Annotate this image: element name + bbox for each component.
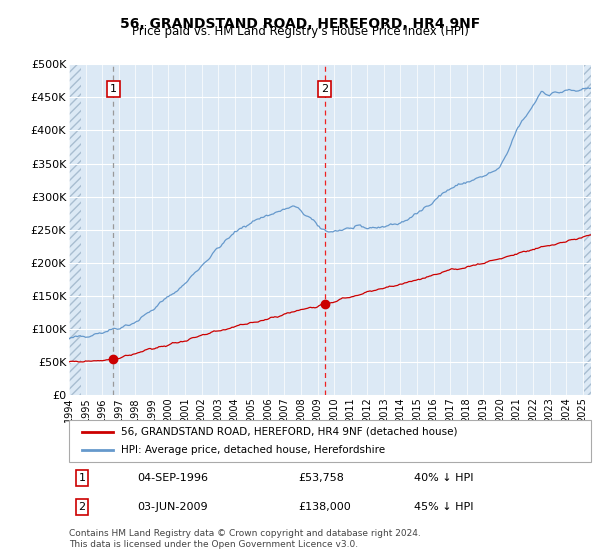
Text: Price paid vs. HM Land Registry's House Price Index (HPI): Price paid vs. HM Land Registry's House … — [131, 25, 469, 38]
Text: 03-JUN-2009: 03-JUN-2009 — [137, 502, 208, 512]
FancyBboxPatch shape — [69, 420, 591, 462]
Text: £138,000: £138,000 — [299, 502, 352, 512]
Text: 40% ↓ HPI: 40% ↓ HPI — [413, 473, 473, 483]
Text: 1: 1 — [110, 84, 117, 94]
Text: 04-SEP-1996: 04-SEP-1996 — [137, 473, 208, 483]
Text: 56, GRANDSTAND ROAD, HEREFORD, HR4 9NF: 56, GRANDSTAND ROAD, HEREFORD, HR4 9NF — [120, 17, 480, 31]
Text: HPI: Average price, detached house, Herefordshire: HPI: Average price, detached house, Here… — [121, 445, 385, 455]
Text: 1: 1 — [79, 473, 86, 483]
Text: 45% ↓ HPI: 45% ↓ HPI — [413, 502, 473, 512]
Text: Contains HM Land Registry data © Crown copyright and database right 2024.
This d: Contains HM Land Registry data © Crown c… — [69, 529, 421, 549]
Text: £53,758: £53,758 — [299, 473, 344, 483]
Text: 56, GRANDSTAND ROAD, HEREFORD, HR4 9NF (detached house): 56, GRANDSTAND ROAD, HEREFORD, HR4 9NF (… — [121, 427, 458, 437]
Text: 2: 2 — [321, 84, 328, 94]
Text: 2: 2 — [79, 502, 86, 512]
